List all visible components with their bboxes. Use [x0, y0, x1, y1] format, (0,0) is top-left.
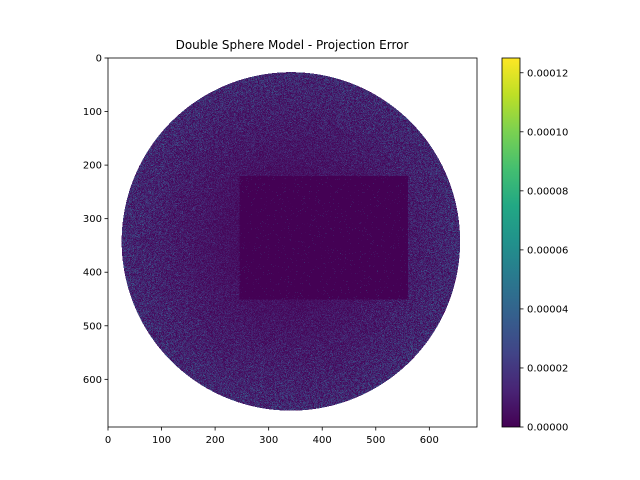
x-axis-ticks: 0 100 200 300 400 500 600: [105, 427, 439, 446]
x-tick-label: 600: [420, 435, 439, 446]
x-tick-label: 500: [366, 435, 385, 446]
plot-frame: [107, 57, 478, 428]
colorbar-tick-label: 0.00010: [527, 127, 568, 138]
colorbar-tick-label: 0.00004: [527, 304, 568, 315]
y-tick-label: 200: [83, 161, 102, 172]
y-tick-label: 400: [83, 268, 102, 279]
y-tick-label: 500: [83, 321, 102, 332]
chart-title: Double Sphere Model - Projection Error: [176, 38, 409, 52]
x-tick-label: 100: [152, 435, 171, 446]
colorbar-tick-label: 0.00008: [527, 186, 568, 197]
x-tick-label: 0: [105, 435, 111, 446]
colorbar-gradient: [501, 57, 521, 428]
colorbar: 0.00000 0.00002 0.00004 0.00006 0.00008 0.000…: [501, 57, 568, 434]
heatmap-raster: [108, 58, 477, 427]
colorbar-tick-label: 0.00002: [527, 363, 568, 374]
colorbar-tick-label: 0.00012: [527, 68, 568, 79]
y-tick-label: 300: [83, 214, 102, 225]
heatmap-image: [108, 58, 477, 427]
y-axis-ticks: 0 100 200 300 400 500 600: [83, 54, 108, 386]
y-tick-label: 0: [96, 54, 102, 65]
x-tick-label: 200: [206, 435, 225, 446]
y-tick-label: 100: [83, 107, 102, 118]
colorbar-tick-label: 0.00000: [527, 423, 568, 434]
x-tick-label: 400: [313, 435, 332, 446]
heatmap-plot-area: 0 100 200 300 400 500 600 0 100 200 300 400 500 600: [83, 54, 478, 446]
y-tick-label: 600: [83, 375, 102, 386]
x-tick-label: 300: [259, 435, 278, 446]
colorbar-tick-label: 0.00006: [527, 245, 568, 256]
colorbar-ticks: 0.00000 0.00002 0.00004 0.00006 0.00008 0.000…: [520, 68, 568, 434]
